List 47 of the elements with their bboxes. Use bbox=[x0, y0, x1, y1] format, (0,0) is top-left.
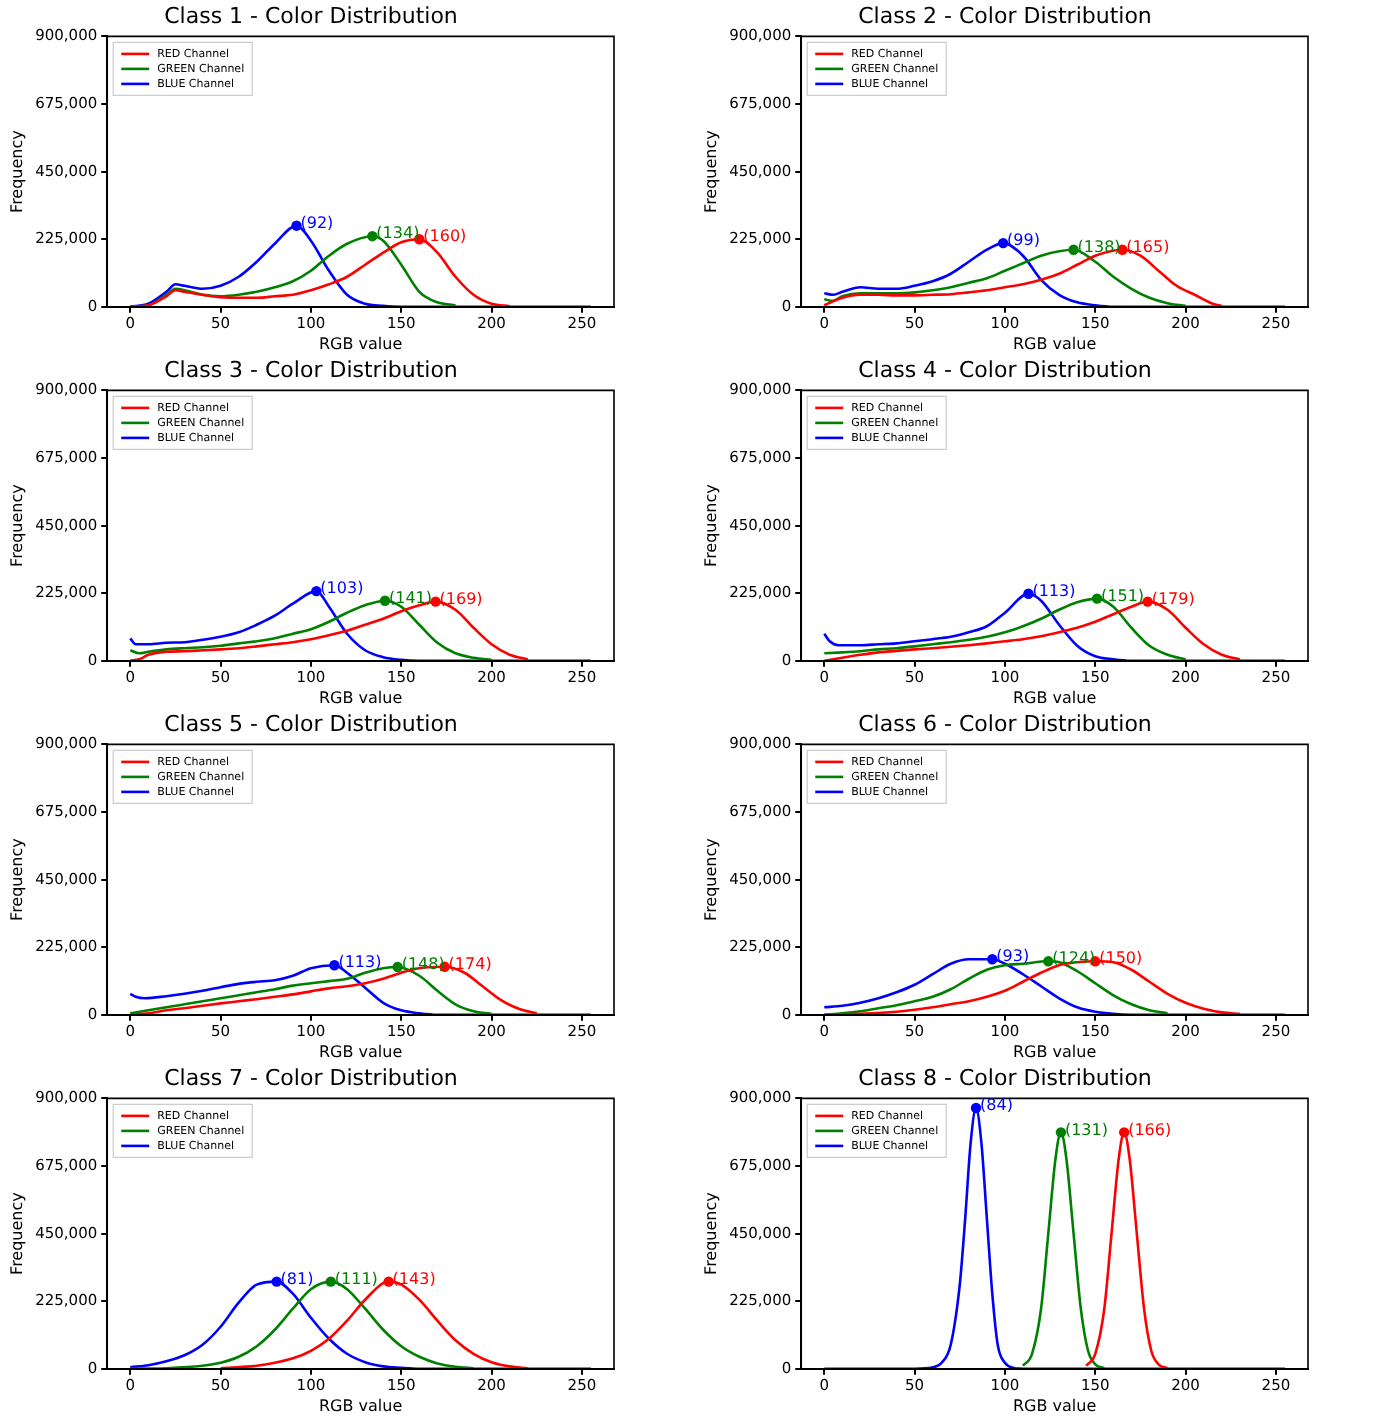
annotation: (174) bbox=[448, 954, 492, 973]
x-axis-title: RGB value bbox=[318, 1396, 403, 1415]
point bbox=[291, 220, 302, 231]
annotation: (160) bbox=[423, 227, 467, 246]
y-axis-title: Frequency bbox=[7, 1191, 26, 1275]
chart-title: Class 4 - Color Distribution bbox=[858, 356, 1152, 383]
annotation: (99) bbox=[1007, 231, 1040, 250]
chart-title: Class 1 - Color Distribution bbox=[164, 2, 458, 29]
y-axis-title: Frequency bbox=[7, 129, 26, 213]
annotation: (138) bbox=[1077, 237, 1121, 256]
y-axis-title: Frequency bbox=[701, 129, 720, 213]
annotation: (141) bbox=[389, 588, 433, 607]
annotation: (113) bbox=[338, 953, 382, 972]
y-axis-title: Frequency bbox=[701, 1191, 720, 1275]
annotation: (166) bbox=[1128, 1120, 1172, 1139]
annotation: (92) bbox=[300, 213, 334, 232]
annotation: (165) bbox=[1126, 237, 1170, 256]
annotation: (111) bbox=[334, 1269, 378, 1288]
annotation: (131) bbox=[1064, 1120, 1108, 1139]
annotation: (103) bbox=[320, 579, 364, 598]
chart-title: Class 7 - Color Distribution bbox=[164, 1064, 458, 1091]
chart-title: Class 8 - Color Distribution bbox=[858, 1064, 1152, 1091]
annotation: (179) bbox=[1151, 589, 1195, 608]
chart-title: Class 5 - Color Distribution bbox=[164, 710, 458, 737]
point bbox=[367, 231, 378, 242]
annotation: (81) bbox=[280, 1269, 314, 1288]
x-axis-title: RGB value bbox=[318, 334, 403, 353]
annotation: (169) bbox=[439, 589, 483, 608]
chart-title: Class 3 - Color Distribution bbox=[164, 356, 458, 383]
x-axis-title: RGB value bbox=[1012, 688, 1097, 707]
annotation: (143) bbox=[392, 1269, 436, 1288]
annotation: (93) bbox=[996, 947, 1030, 966]
y-axis-title: Frequency bbox=[7, 483, 26, 567]
x-axis-title: RGB value bbox=[318, 1042, 403, 1061]
annotation: (134) bbox=[376, 224, 420, 243]
x-axis-title: RGB value bbox=[318, 688, 403, 707]
y-axis-title: Frequency bbox=[701, 837, 720, 921]
annotation: (113) bbox=[1032, 581, 1076, 600]
x-axis-title: RGB value bbox=[1012, 1042, 1097, 1061]
chart-title: Class 2 - Color Distribution bbox=[858, 2, 1152, 29]
y-axis-title: Frequency bbox=[701, 483, 720, 567]
x-axis-title: RGB value bbox=[1012, 1396, 1097, 1415]
y-axis-title: Frequency bbox=[7, 837, 26, 921]
x-axis-title: RGB value bbox=[1012, 334, 1097, 353]
annotation: (151) bbox=[1101, 586, 1145, 605]
annotation: (84) bbox=[980, 1096, 1013, 1115]
chart-title: Class 6 - Color Distribution bbox=[858, 710, 1152, 737]
